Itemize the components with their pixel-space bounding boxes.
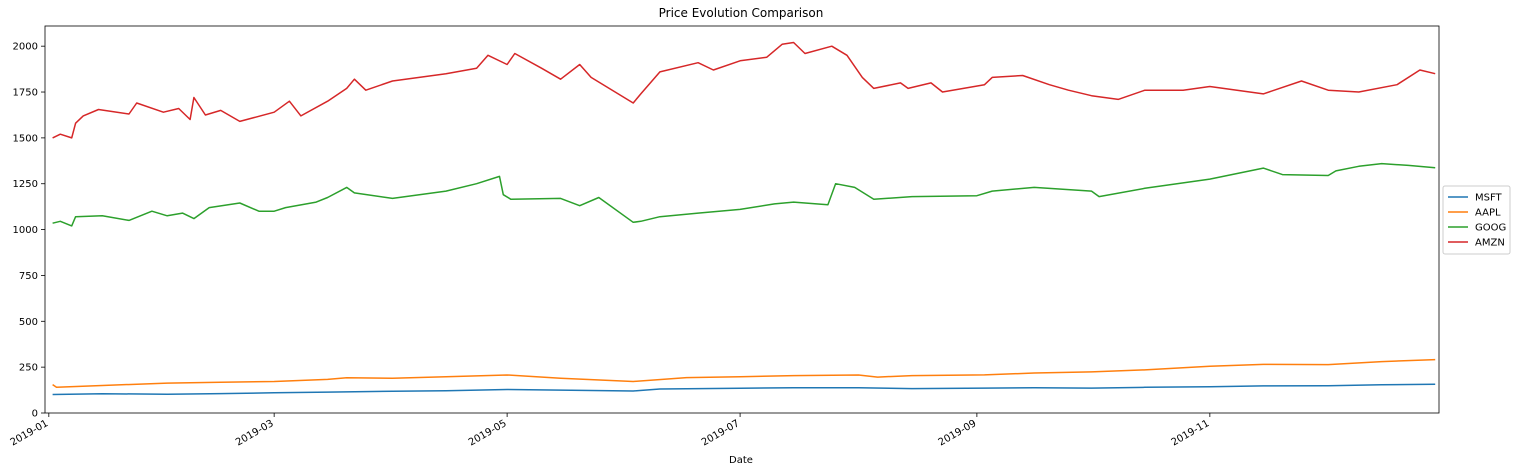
x-tick-label: 2019-01 (9, 418, 51, 448)
legend-label-amzn: AMZN (1475, 238, 1505, 249)
y-tick-label: 1250 (13, 179, 38, 190)
y-tick-label: 750 (19, 271, 38, 282)
y-tick-label: 1500 (13, 133, 38, 144)
x-tick-label: 2019-05 (467, 418, 509, 448)
x-tick-label: 2019-03 (234, 418, 276, 448)
x-axis-label: Date (729, 455, 753, 466)
series-lines (52, 41, 1436, 396)
chart-title: Price Evolution Comparison (659, 6, 824, 20)
y-tick-label: 2000 (13, 42, 38, 53)
series-line-goog (52, 162, 1436, 227)
legend: MSFT AAPL GOOG AMZN (1442, 185, 1511, 255)
series-line-msft (52, 383, 1436, 396)
legend-label-goog: GOOG (1475, 223, 1506, 234)
series-line-amzn (52, 41, 1436, 139)
legend-label-aapl: AAPL (1475, 208, 1501, 219)
x-tick-label: 2019-07 (700, 418, 742, 448)
y-tick-label: 1000 (13, 225, 38, 236)
y-tick-label: 250 (19, 363, 38, 374)
legend-label-msft: MSFT (1475, 193, 1503, 204)
y-tick-label: 0 (32, 409, 38, 420)
series-line-aapl (52, 358, 1436, 389)
y-tick-label: 500 (19, 317, 38, 328)
y-tick-label: 1750 (13, 88, 38, 99)
y-axis-ticks: 0 250 500 750 1000 1250 1500 1750 2000 (13, 42, 45, 420)
x-tick-label: 2019-09 (937, 418, 979, 448)
legend-box (1442, 185, 1511, 255)
x-axis-ticks: 2019-01 2019-03 2019-05 2019-07 2019-09 2019-… (9, 413, 1212, 448)
plot-area-frame (44, 25, 1440, 414)
x-tick-label: 2019-11 (1170, 418, 1212, 448)
